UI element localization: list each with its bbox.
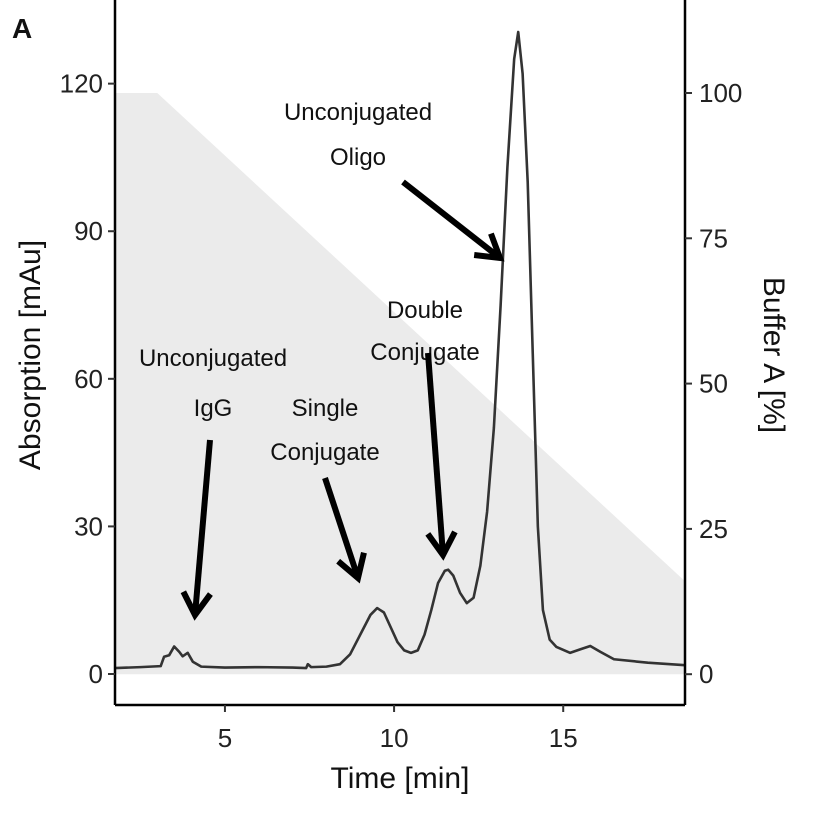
annotation-label: Double (387, 297, 463, 324)
plot-area: 0 30 60 90 120 0 25 50 75 100 5 10 15 Unconjugated Oli… (60, 0, 742, 753)
annotation-label: Single (292, 395, 359, 422)
y-axis-label: Absorption [mAu] (14, 240, 47, 470)
y-tick-label: 90 (74, 216, 103, 246)
y-tick-label: 0 (89, 659, 103, 689)
annotation-label: Conjugate (370, 339, 479, 366)
x-axis-label: Time [min] (331, 762, 470, 795)
y2-tick-label: 0 (699, 659, 713, 689)
annotation-arrow-shaft (192, 439, 213, 612)
annotation-arrow-shaft (425, 352, 446, 552)
annotation-arrow-head (180, 590, 213, 621)
x-tick-label: 5 (218, 723, 232, 753)
annotation-arrow-shaft (322, 477, 360, 576)
annotation-label: Conjugate (270, 439, 379, 466)
annotation-label: Unconjugated (284, 99, 432, 126)
buffer-a-gradient-area (115, 92, 685, 675)
y2-axis-label: Buffer A [%] (757, 277, 790, 433)
annotation-arrow-head (425, 530, 458, 561)
x-tick-label: 10 (380, 723, 409, 753)
annotation-arrow-head (473, 232, 505, 262)
y2-tick-label: 100 (699, 78, 742, 108)
y-tick-label: 120 (60, 69, 103, 99)
y-tick-label: 60 (74, 364, 103, 394)
panel-label: A (12, 13, 32, 44)
y2-tick-label: 75 (699, 223, 728, 253)
annotation-label: IgG (194, 395, 233, 422)
x-tick-label: 15 (549, 723, 578, 753)
annotation-arrow-head (336, 552, 367, 584)
y-tick-label: 30 (74, 511, 103, 541)
annotation-arrow-shaft (401, 179, 499, 258)
y2-tick-label: 50 (699, 369, 728, 399)
annotation-label: Oligo (330, 144, 386, 171)
absorption-trace (114, 30, 686, 670)
annotation-label: Unconjugated (139, 345, 287, 372)
y2-tick-label: 25 (699, 514, 728, 544)
